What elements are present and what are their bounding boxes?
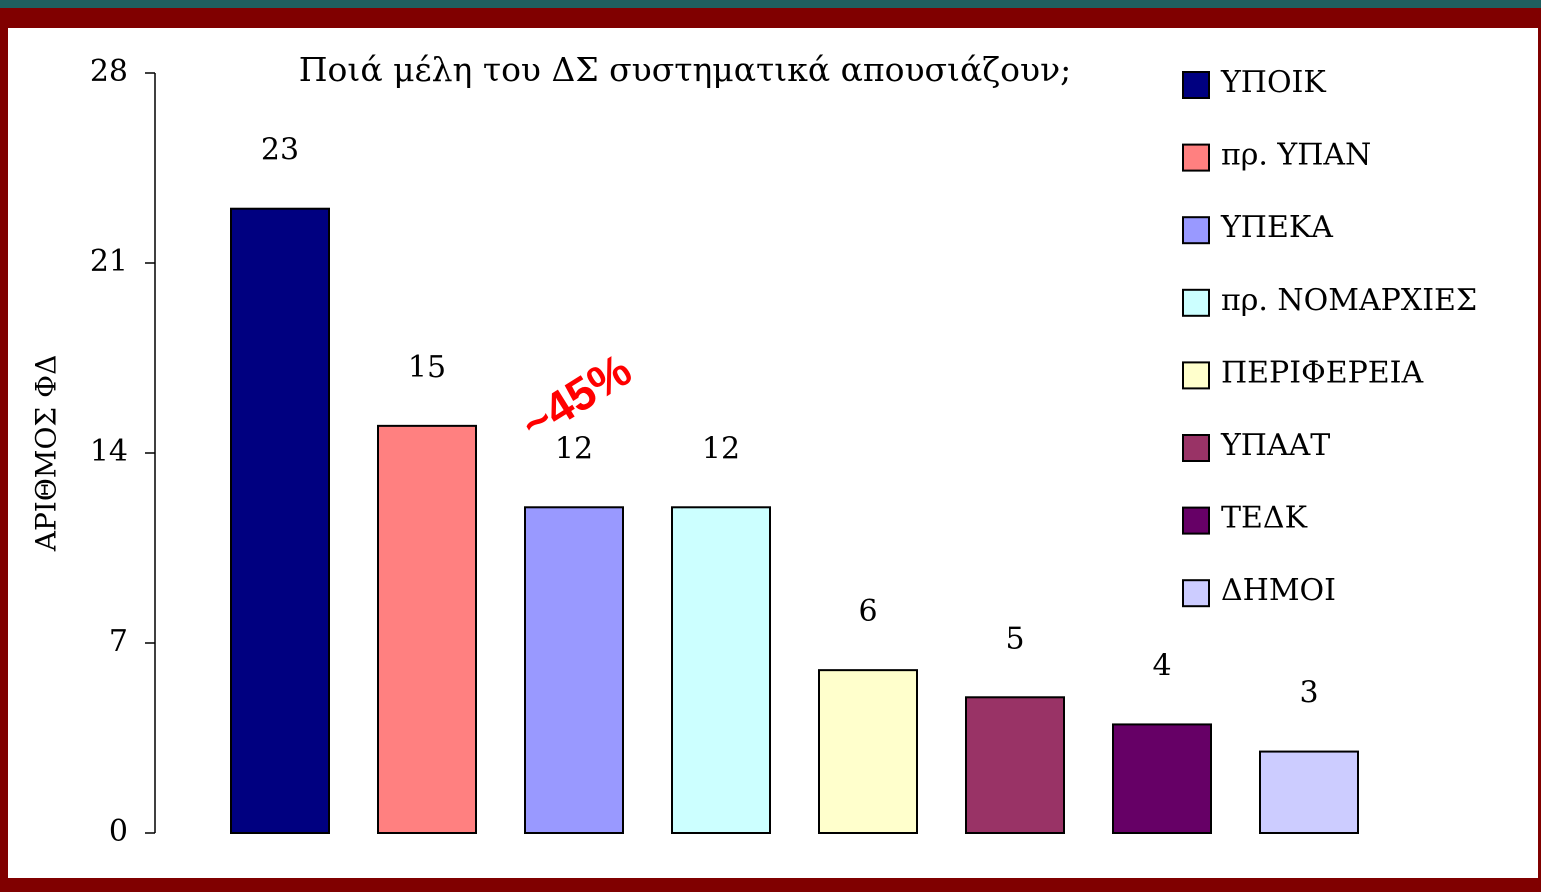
- y-tick-label: 28: [90, 54, 128, 89]
- legend-swatch: [1182, 143, 1210, 172]
- legend-swatch: [1182, 434, 1210, 462]
- legend-label: ΔΗΜΟΙ: [1221, 573, 1336, 608]
- y-axis-label: ΑΡΙΘΜΟΣ ΦΔ: [30, 355, 63, 553]
- value-label: 12: [702, 431, 740, 466]
- legend-swatch: [1182, 579, 1210, 608]
- legend-label: πρ. ΝΟΜΑΡΧΙΕΣ: [1221, 283, 1477, 318]
- bar: [1259, 750, 1359, 834]
- value-label: 6: [858, 594, 877, 629]
- legend-label: ΤΕΔΚ: [1221, 501, 1308, 536]
- bar: [671, 506, 771, 834]
- bar: [524, 506, 624, 834]
- legend-label: ΠΕΡΙΦΕΡΕΙΑ: [1221, 355, 1424, 390]
- value-label: 12: [555, 431, 593, 466]
- legend-swatch: [1182, 288, 1210, 317]
- y-tick-label: 7: [109, 624, 128, 659]
- value-label: 23: [261, 133, 299, 168]
- value-label: 15: [408, 350, 446, 385]
- y-tick-label: 21: [90, 244, 128, 279]
- legend-label: ΥΠΕΚΑ: [1220, 210, 1333, 245]
- legend-swatch: [1182, 506, 1210, 535]
- bar: [818, 669, 918, 835]
- value-label: 3: [1299, 676, 1318, 711]
- legend-swatch: [1182, 216, 1210, 245]
- legend-swatch: [1182, 361, 1210, 390]
- legend-label: ΥΠΑΑΤ: [1220, 428, 1330, 463]
- bar: [230, 207, 330, 834]
- legend-label: ΥΠΟΙΚ: [1220, 65, 1326, 100]
- value-label: 5: [1005, 621, 1024, 656]
- value-label: 4: [1152, 648, 1171, 683]
- y-tick-label: 0: [109, 814, 128, 849]
- legend-swatch: [1182, 71, 1210, 99]
- top-strip: [0, 0, 1541, 8]
- legend-label: πρ. ΥΠΑΝ: [1221, 138, 1371, 173]
- chart-title: Ποιά μέλη του ΔΣ συστηματικά απουσιάζουν…: [299, 50, 1072, 89]
- bar: [1112, 723, 1212, 835]
- bar: [377, 424, 477, 834]
- bar: [965, 696, 1065, 834]
- y-tick-label: 14: [90, 434, 128, 469]
